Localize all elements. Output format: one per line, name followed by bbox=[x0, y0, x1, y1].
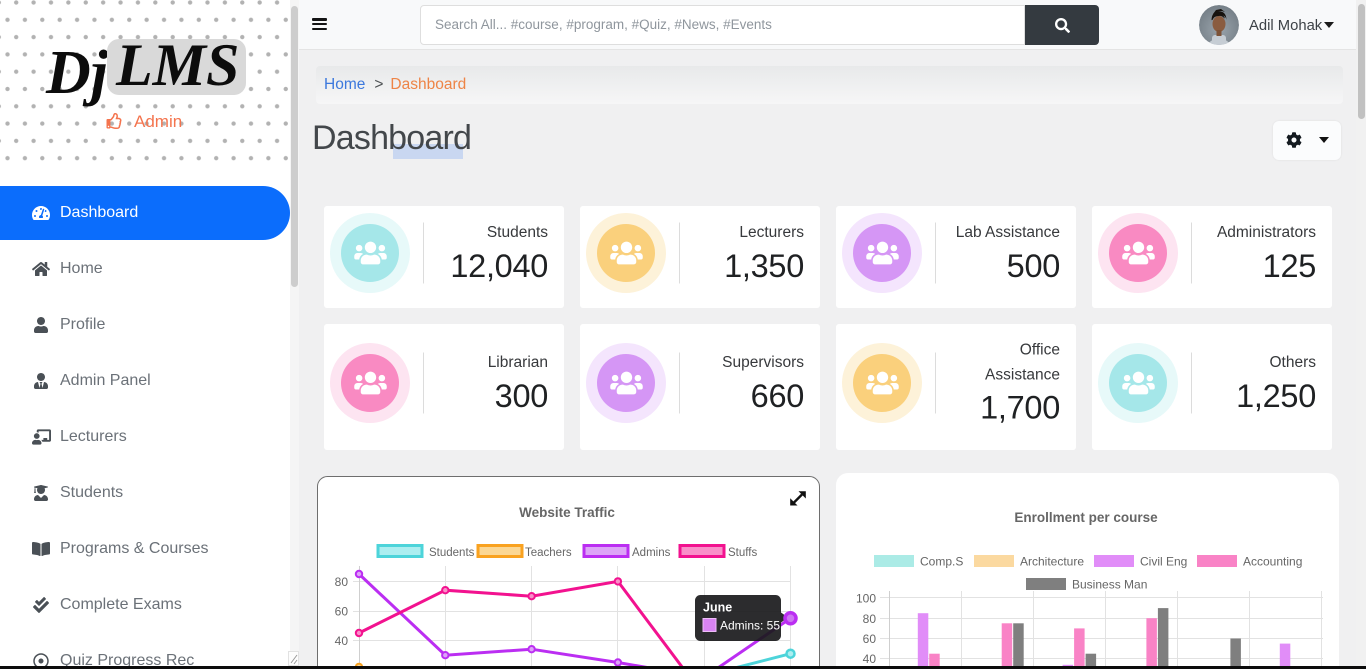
svg-text:Enrollment per course: Enrollment per course bbox=[1014, 510, 1158, 525]
svg-text:Business Man: Business Man bbox=[1072, 578, 1147, 592]
svg-text:40: 40 bbox=[335, 634, 349, 648]
svg-text:60: 60 bbox=[335, 604, 349, 618]
svg-text:Website Traffic: Website Traffic bbox=[519, 505, 615, 520]
svg-text:Admins: Admins bbox=[632, 547, 671, 559]
svg-text:June: June bbox=[703, 601, 732, 615]
svg-text:60: 60 bbox=[863, 632, 877, 646]
svg-text:Teachers: Teachers bbox=[525, 547, 572, 559]
svg-text:80: 80 bbox=[863, 612, 877, 626]
svg-text:Architecture: Architecture bbox=[1020, 555, 1084, 569]
svg-text:40: 40 bbox=[863, 652, 877, 666]
svg-text:80: 80 bbox=[335, 575, 349, 589]
svg-text:Admins: 55: Admins: 55 bbox=[720, 619, 780, 633]
svg-text:100: 100 bbox=[856, 592, 876, 606]
svg-text:Accounting: Accounting bbox=[1243, 555, 1302, 569]
svg-text:Civil Eng: Civil Eng bbox=[1140, 555, 1187, 569]
svg-text:Students: Students bbox=[429, 547, 475, 559]
svg-text:Comp.S: Comp.S bbox=[920, 555, 963, 569]
svg-text:Stuffs: Stuffs bbox=[728, 547, 757, 559]
